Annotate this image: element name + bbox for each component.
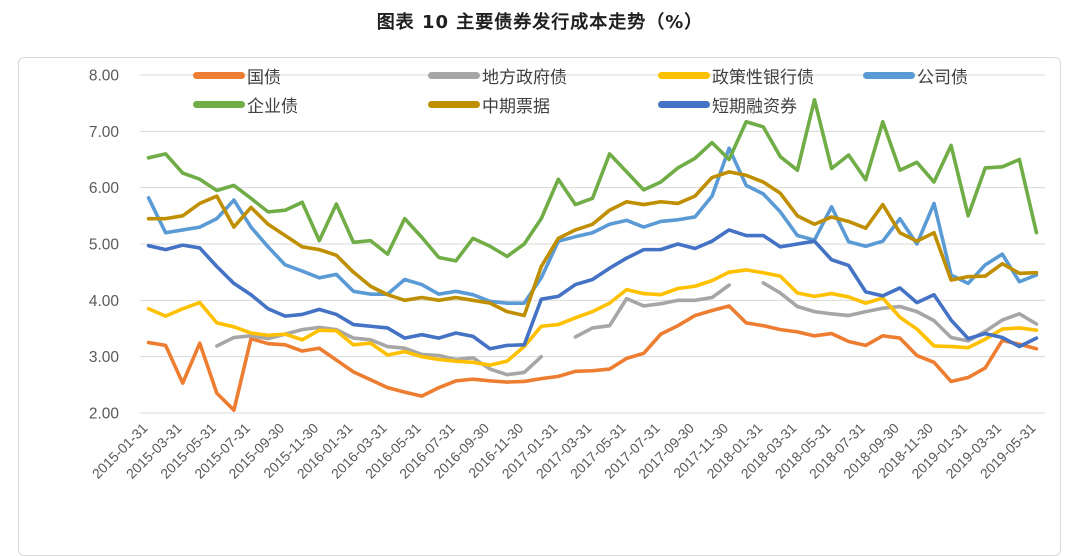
legend-label-0: 国债 [247,67,281,87]
chart-title: 图表 10 主要债券发行成本走势（%） [376,12,704,33]
chart-plot-svg: 8.007.006.005.004.003.002.002015-01-3120… [89,68,1045,482]
legend-label-1: 地方政府债 [482,67,567,87]
legend-item-3: 公司债 [863,66,968,87]
legend-label-2: 政策性银行债 [712,67,814,87]
chart-legend: 国债 地方政府债 政策性银行债 公司债企业债 中期票据 短期融资券 [19,58,1060,128]
y-axis-label: 4.00 [89,293,120,310]
legend-swatch-1 [428,71,480,79]
series-line-3 [146,146,1039,305]
legend-item-4: 企业债 [193,95,298,116]
legend-item-6: 短期融资券 [658,95,797,116]
y-axis-label: 2.00 [89,406,120,423]
y-axis-label: 8.00 [89,68,120,85]
legend-swatch-6 [658,100,710,108]
legend-swatch-3 [863,71,915,79]
legend-item-2: 政策性银行债 [658,66,814,87]
legend-item-5: 中期票据 [428,95,550,116]
series-line-5 [146,170,1039,318]
series-line-2 [146,268,1039,367]
legend-label-3: 公司债 [917,67,968,87]
legend-item-0: 国债 [193,66,281,87]
legend-swatch-2 [658,71,710,79]
legend-label-5: 中期票据 [482,96,550,116]
series-line-0 [146,304,1039,412]
series-line-6 [146,228,1039,351]
y-axis-label: 3.00 [89,349,120,366]
legend-item-1: 地方政府债 [428,66,567,87]
legend-swatch-5 [428,100,480,108]
y-axis-label: 5.00 [89,237,120,254]
legend-swatch-4 [193,100,245,108]
series-line-1 [215,281,1039,377]
legend-label-4: 企业债 [247,96,298,116]
legend-swatch-0 [193,71,245,79]
y-axis-label: 6.00 [89,180,120,197]
legend-label-6: 短期融资券 [712,96,797,116]
y-axis-label: 7.00 [89,124,120,141]
series-line-4 [146,97,1039,263]
chart-frame: 8.00 7.00 6.00 5.00 4.00 3.00 2.00 2015-01-31 20… [18,57,1061,556]
